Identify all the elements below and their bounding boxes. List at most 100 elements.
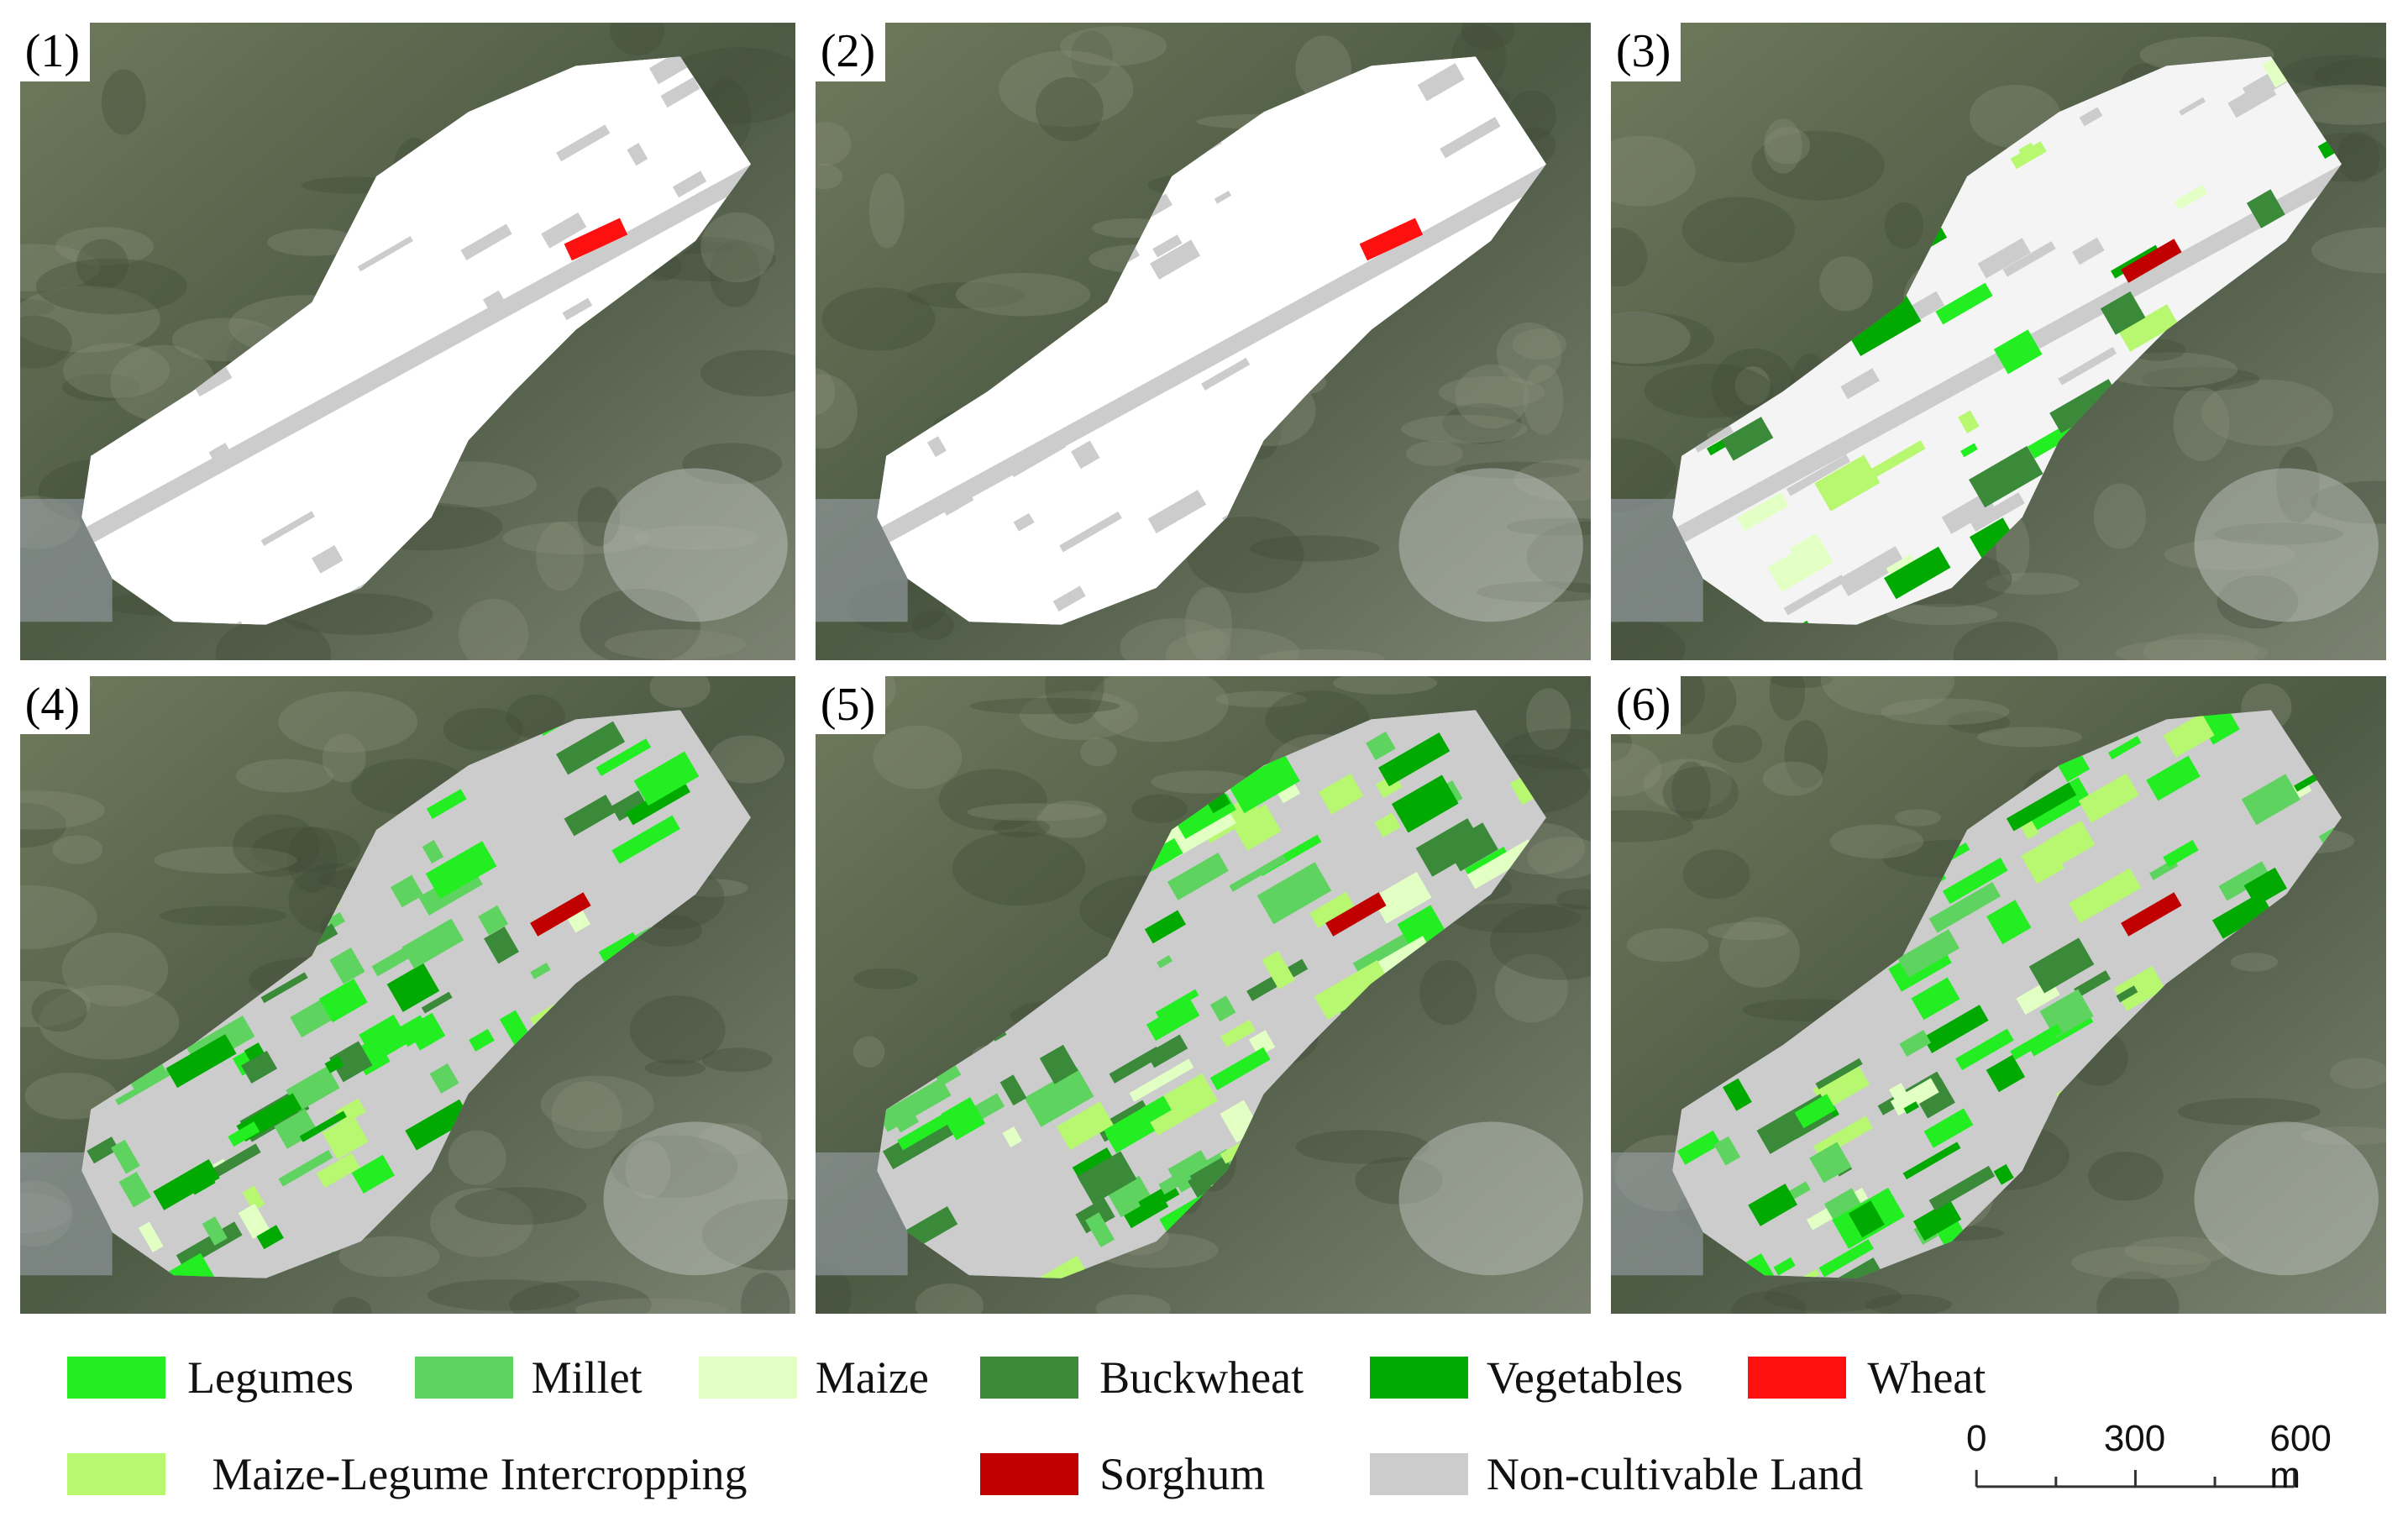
terrain	[579, 589, 700, 666]
non-cultivable	[1969, 492, 2025, 533]
terrain	[701, 1047, 773, 1072]
crop-field	[1942, 857, 2008, 904]
crop-field	[2163, 712, 2215, 758]
crop-field	[2028, 937, 2095, 993]
terrain	[278, 690, 418, 753]
terrain	[1019, 690, 1139, 740]
terrain	[952, 831, 1086, 905]
non-cultivable	[1200, 1002, 1251, 1038]
terrain	[61, 374, 140, 402]
non-cultivable	[540, 213, 587, 249]
crop-field	[1377, 732, 1451, 786]
non-cultivable	[1152, 234, 1183, 258]
terrain	[868, 173, 905, 249]
crop-field	[1723, 1078, 1752, 1111]
crop-field	[2078, 772, 2139, 823]
terrain	[1186, 517, 1304, 594]
terrain	[1626, 927, 1709, 962]
non-cultivable	[1059, 512, 1122, 553]
terrain	[2282, 55, 2407, 89]
non-cultivable	[189, 361, 233, 397]
terrain	[907, 282, 1026, 309]
terrain	[1682, 848, 1750, 899]
terrain	[2314, 58, 2408, 94]
crop-field	[1277, 783, 1300, 803]
crop-field	[1039, 1044, 1078, 1084]
terrain	[911, 611, 955, 641]
crop-field	[1865, 440, 1926, 482]
crop-field	[1773, 1257, 1796, 1276]
crop-field	[1928, 881, 2001, 933]
crop-field	[176, 1220, 243, 1269]
terrain	[1089, 664, 1229, 742]
crop-field	[2010, 1023, 2063, 1060]
crop-field	[633, 751, 700, 806]
terrain	[427, 1278, 580, 1311]
crop-field	[1229, 853, 1287, 892]
crop-field	[324, 1055, 344, 1073]
terrain	[700, 349, 815, 397]
crop-field	[1993, 1163, 2014, 1185]
crop-field	[1155, 989, 1199, 1018]
non-cultivable	[491, 979, 513, 1000]
crop-field	[1767, 538, 1834, 593]
non-cultivable	[1013, 513, 1035, 533]
terrain	[1523, 365, 1564, 436]
non-cultivable	[2058, 347, 2117, 386]
legend-swatch	[67, 1356, 166, 1399]
terrain	[1734, 366, 1771, 407]
non-cultivable	[1202, 1018, 1238, 1050]
crop-field	[1923, 1107, 1974, 1148]
terrain	[2299, 1126, 2400, 1145]
non-cultivable	[1149, 239, 1201, 281]
crop-field	[429, 1063, 459, 1094]
crop-field	[1024, 1067, 1094, 1127]
terrain	[1662, 765, 1739, 820]
terrain	[611, 1134, 737, 1198]
crop-field	[1374, 811, 1401, 837]
crop-field	[2108, 735, 2142, 759]
crop-field	[1445, 821, 1498, 871]
terrain	[1719, 916, 1801, 988]
terrain	[2141, 367, 2260, 392]
terrain	[1151, 769, 1251, 794]
terrain	[2164, 539, 2295, 571]
crop-field	[260, 971, 308, 1003]
terrain	[0, 980, 91, 1027]
road	[876, 161, 1546, 546]
crop-field	[2116, 984, 2138, 1002]
crop-field	[1969, 446, 2043, 508]
terrain	[998, 50, 1134, 128]
crop-field	[1248, 1029, 1276, 1057]
crop-field	[1146, 999, 1200, 1041]
non-cultivable	[2079, 107, 2103, 127]
terrain	[1784, 719, 1828, 788]
crop-field	[421, 991, 453, 1014]
crop-field	[2241, 773, 2300, 825]
terrain	[1494, 953, 1568, 1022]
crop-field	[2039, 989, 2094, 1038]
terrain	[2115, 639, 2269, 668]
terrain	[821, 287, 936, 351]
terrain	[0, 244, 101, 292]
crop-field	[351, 1154, 395, 1194]
crop-field	[240, 1050, 277, 1084]
legend-swatch	[979, 1356, 1078, 1399]
crop-field	[153, 1158, 220, 1210]
crop-field	[138, 1221, 164, 1252]
crop-field	[1677, 1130, 1722, 1165]
terrain	[1070, 31, 1113, 84]
terrain	[338, 1236, 440, 1277]
terrain	[1131, 794, 1188, 823]
road	[81, 814, 751, 1199]
non-cultivable	[1052, 585, 1086, 612]
non-cultivable	[460, 223, 512, 261]
terrain	[153, 846, 297, 874]
terrain	[1751, 131, 1885, 202]
terrain	[2217, 575, 2299, 629]
terrain	[1762, 761, 1823, 795]
crop-field	[1884, 547, 1951, 600]
legend-label: Maize-Legume Intercropping	[212, 1448, 748, 1499]
non-cultivable	[2279, 811, 2317, 838]
